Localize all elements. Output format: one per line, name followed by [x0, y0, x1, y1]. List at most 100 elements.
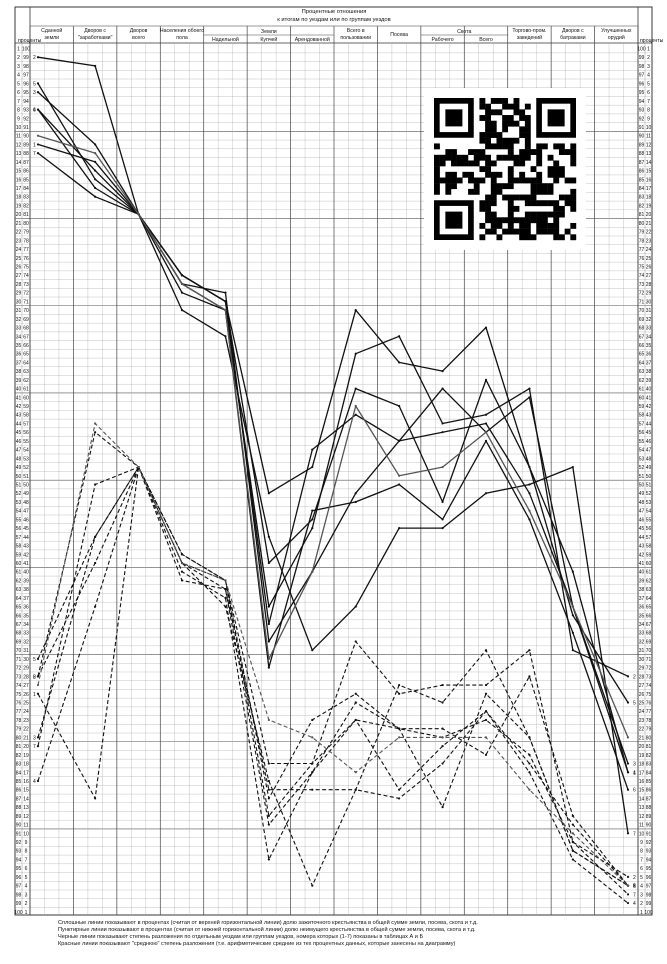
tick-left-index: 94 — [16, 857, 22, 863]
point-средняя — [180, 282, 184, 286]
tick-left-index: 8 — [17, 108, 20, 114]
tick-left-index: 20 — [16, 212, 22, 218]
series-label-7: 7 — [33, 744, 36, 750]
tick-left-complement: 34 — [23, 622, 29, 628]
tick-left-complement: 19 — [23, 753, 29, 759]
qr-module — [485, 217, 491, 224]
qr-module — [519, 177, 526, 184]
tick-left-complement: 16 — [23, 779, 29, 785]
point-6 — [267, 823, 270, 826]
tick-left-complement: 62 — [23, 378, 29, 384]
qr-module — [513, 98, 520, 104]
tick-right-index: 20 — [646, 212, 652, 218]
tick-left-index: 91 — [16, 831, 22, 837]
tick-left-index: 58 — [16, 544, 22, 550]
tick-right-complement: 70 — [639, 308, 645, 314]
tick-right-complement: 10 — [639, 831, 645, 837]
tick-left-complement: 27 — [23, 683, 29, 689]
tick-left-index: 14 — [16, 160, 22, 166]
right-axis-label: проценты — [640, 38, 664, 44]
tick-right-index: 51 — [646, 483, 652, 489]
group-header: Скота — [457, 29, 471, 35]
tick-left-index: 5 — [17, 81, 20, 87]
tick-right-complement: 68 — [639, 326, 645, 332]
tick-right-index: 78 — [646, 718, 652, 724]
tick-left-index: 55 — [16, 517, 22, 523]
qr-module — [564, 194, 571, 201]
qr-module — [496, 143, 503, 150]
point-2 — [441, 422, 444, 425]
tick-left-complement: 32 — [23, 639, 29, 645]
qr-module — [507, 103, 514, 110]
tick-right-complement: 77 — [639, 247, 645, 253]
qr-module — [570, 222, 577, 229]
qr-module — [553, 143, 560, 150]
tick-left-complement: 93 — [23, 108, 29, 114]
tick-right-index: 12 — [646, 142, 652, 148]
point-средняя — [224, 309, 227, 312]
solid-series-5 — [37, 83, 629, 703]
tick-right-index: 95 — [646, 866, 652, 872]
tick-left-index: 57 — [16, 535, 22, 541]
qr-module — [462, 160, 469, 167]
tick-left-index: 81 — [16, 744, 22, 750]
tick-left-complement: 9 — [25, 840, 28, 846]
tick-left-complement: 14 — [23, 796, 29, 802]
tick-left-index: 31 — [16, 308, 22, 314]
point-средняя — [180, 561, 184, 565]
point-средняя — [224, 579, 227, 582]
tick-right-complement: 54 — [639, 448, 645, 454]
tick-right-index: 80 — [646, 735, 652, 741]
qr-module — [490, 126, 497, 133]
qr-module — [553, 211, 560, 218]
tick-left-complement: 31 — [23, 648, 29, 654]
tick-right-index: 91 — [646, 831, 652, 837]
qr-module — [530, 166, 537, 173]
tick-left-complement: 39 — [23, 578, 29, 584]
tick-right-complement: 53 — [639, 456, 645, 462]
tick-right-index: 93 — [646, 849, 652, 855]
qr-module — [524, 228, 531, 235]
tick-right-complement: 84 — [639, 186, 645, 192]
qr-finder-core — [547, 109, 565, 127]
point-1 — [267, 788, 270, 791]
tick-left-index: 21 — [16, 221, 22, 227]
tick-left-complement: 64 — [23, 360, 29, 366]
tick-right-index: 35 — [646, 343, 652, 349]
point-4 — [398, 439, 401, 442]
tick-left-complement: 15 — [23, 788, 29, 794]
tick-right-index: 31 — [646, 308, 652, 314]
point-7 — [354, 605, 357, 608]
qr-module — [558, 143, 565, 150]
point-6 — [441, 745, 444, 748]
point-4 — [528, 771, 531, 774]
point-1 — [398, 361, 401, 364]
solid-series-7 — [37, 152, 629, 834]
tick-right-complement: 29 — [639, 666, 645, 672]
tick-left-complement: 51 — [23, 474, 29, 480]
point-средняя — [36, 683, 40, 687]
tick-left-index: 98 — [16, 892, 22, 898]
qr-module — [468, 149, 474, 155]
left-axis-label: проценты — [18, 38, 42, 44]
qr-module — [485, 166, 491, 173]
tick-right-complement: 56 — [639, 430, 645, 436]
footnote-red: Красные линии показывают "среднюю" степе… — [58, 941, 456, 947]
tick-left-complement: 42 — [23, 552, 29, 558]
point-1 — [311, 788, 314, 791]
qr-module — [502, 126, 509, 133]
qr-module — [513, 228, 520, 235]
qr-module — [462, 154, 469, 161]
point-средняя — [354, 404, 357, 408]
tick-right-complement: 60 — [639, 395, 645, 401]
point-2 — [180, 291, 184, 294]
series-label-2: 2 — [33, 55, 36, 61]
tick-right-index: 21 — [646, 221, 652, 227]
tick-right-index: 6 — [647, 90, 650, 96]
qr-module — [558, 194, 565, 201]
tick-right-complement: 58 — [639, 413, 645, 419]
qr-module — [524, 126, 531, 133]
qr-module — [564, 177, 571, 184]
qr-module — [536, 160, 543, 167]
tick-right-complement: 55 — [639, 439, 645, 445]
